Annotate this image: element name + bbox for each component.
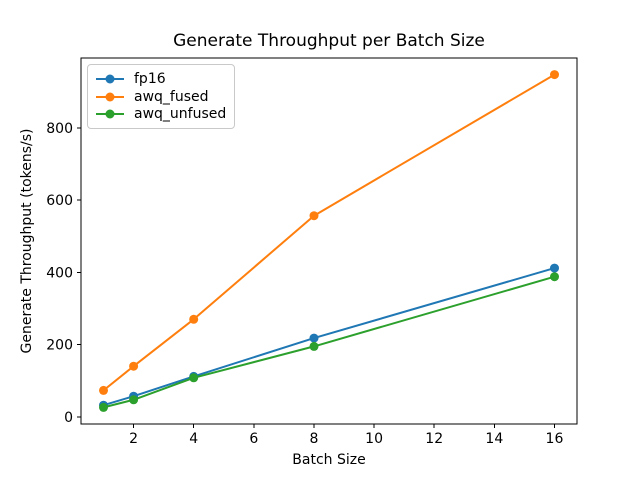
legend-marker-dot: [105, 109, 115, 119]
legend-item-awq_fused: awq_fused: [96, 88, 226, 106]
legend-line-sample: [96, 92, 124, 101]
data-point-awq_unfused: [189, 373, 199, 383]
x-tick-label: 14: [485, 431, 503, 447]
x-axis-label: Batch Size: [292, 452, 365, 468]
legend-label: fp16: [134, 70, 166, 87]
data-point-awq_unfused: [309, 341, 319, 351]
x-tick-label: 6: [249, 431, 258, 447]
y-axis-label: Generate Throughput (tokens/s): [19, 129, 35, 354]
data-point-awq_fused: [129, 361, 139, 371]
data-point-awq_unfused: [99, 402, 108, 412]
x-tick-label: 16: [546, 431, 564, 447]
y-tick-label: 0: [64, 410, 73, 426]
legend-marker-dot: [105, 92, 115, 101]
y-tick-label: 800: [46, 121, 73, 137]
y-tick-label: 600: [46, 193, 73, 209]
legend-label: awq_unfused: [134, 106, 227, 123]
plot-spines: [80, 57, 578, 425]
legend-item-fp16: fp16: [96, 70, 226, 88]
x-tick-label: 10: [365, 431, 383, 447]
x-tick-label: 8: [310, 431, 319, 447]
data-point-awq_fused: [189, 314, 199, 324]
series-line-awq_unfused: [103, 275, 555, 409]
plot-area: 2 4 6 8 10 12 14 16 0 200 400 600 800: [46, 57, 578, 447]
legend-item-awq_unfused: awq_unfused: [96, 105, 226, 123]
legend-line-sample: [96, 109, 124, 119]
x-tick-label: 2: [129, 431, 138, 447]
data-point-fp16: [309, 333, 319, 343]
legend-marker-dot: [105, 74, 115, 84]
data-point-awq_fused: [99, 385, 108, 395]
x-tick-label: 4: [189, 431, 198, 447]
chart-title: Generate Throughput per Batch Size: [173, 31, 485, 51]
data-point-awq_fused: [309, 211, 319, 221]
data-point-fp16: [550, 263, 559, 273]
legend-label: awq_fused: [134, 88, 209, 105]
y-tick-label: 200: [46, 338, 73, 354]
y-tick-label: 400: [46, 265, 73, 281]
legend: fp16 awq_fused awq_unfused: [87, 64, 235, 129]
data-point-awq_unfused: [550, 272, 559, 282]
legend-line-sample: [96, 74, 124, 84]
data-point-awq_unfused: [129, 395, 139, 405]
data-point-awq_fused: [550, 70, 559, 80]
x-tick-label: 12: [425, 431, 443, 447]
